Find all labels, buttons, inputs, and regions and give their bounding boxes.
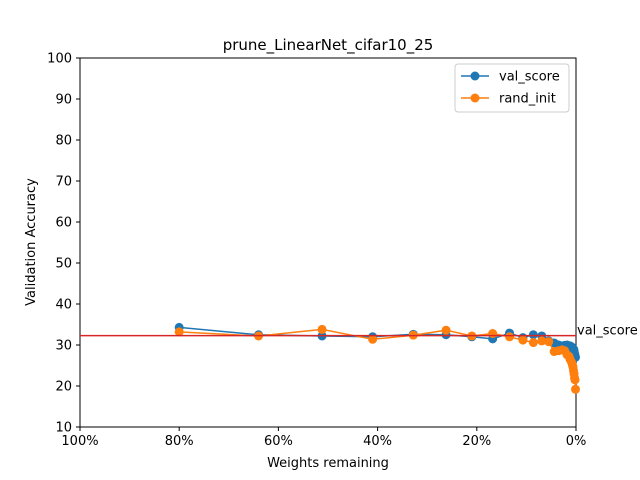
data-point-rand_init: [571, 384, 581, 394]
plot-frame: [79, 57, 577, 428]
data-point-rand_init: [488, 329, 498, 339]
data-point-rand_init: [570, 375, 580, 385]
y-axis-title: Validation Accuracy: [24, 178, 39, 306]
y-tick-label: 50: [55, 257, 72, 272]
x-tick-label: 60%: [264, 434, 293, 449]
x-tick-label: 80%: [165, 434, 194, 449]
legend-marker-val_score: [470, 71, 480, 81]
x-tick-label: 0%: [566, 434, 587, 449]
data-point-rand_init: [174, 327, 184, 337]
data-point-rand_init: [537, 336, 547, 346]
y-tick-label: 90: [55, 93, 72, 108]
x-axis-title: Weights remaining: [267, 456, 389, 471]
y-tick-label: 40: [55, 298, 72, 313]
x-tick-label: 40%: [363, 434, 392, 449]
x-tick-label: 20%: [462, 434, 491, 449]
y-tick-label: 20: [55, 380, 72, 395]
y-tick-label: 70: [55, 175, 72, 190]
legend-marker-rand_init: [470, 93, 480, 103]
y-tick-label: 10: [55, 421, 72, 436]
data-point-rand_init: [544, 337, 554, 347]
data-point-rand_init: [441, 325, 451, 335]
y-tick-label: 80: [55, 134, 72, 149]
chart-title: prune_LinearNet_cifar10_25: [223, 36, 434, 55]
data-point-rand_init: [368, 334, 378, 344]
y-tick-label: 60: [55, 216, 72, 231]
legend-label-rand_init: rand_init: [499, 92, 556, 107]
data-point-rand_init: [317, 324, 327, 334]
data-point-rand_init: [505, 332, 515, 342]
legend-label-val_score: val_score: [499, 70, 560, 85]
reference-line-label: val_score: [577, 324, 638, 339]
plot-area: 100% 80% 60% 40% 20% 0% 10 20 30 40 50 60 70 80 90 100 v…: [47, 52, 638, 450]
y-tick-label: 30: [55, 339, 72, 354]
data-point-val_score: [528, 330, 538, 340]
data-point-rand_init: [518, 335, 528, 345]
data-point-rand_init: [528, 338, 538, 348]
y-tick-label: 100: [47, 52, 72, 67]
x-tick-label: 100%: [61, 434, 98, 449]
